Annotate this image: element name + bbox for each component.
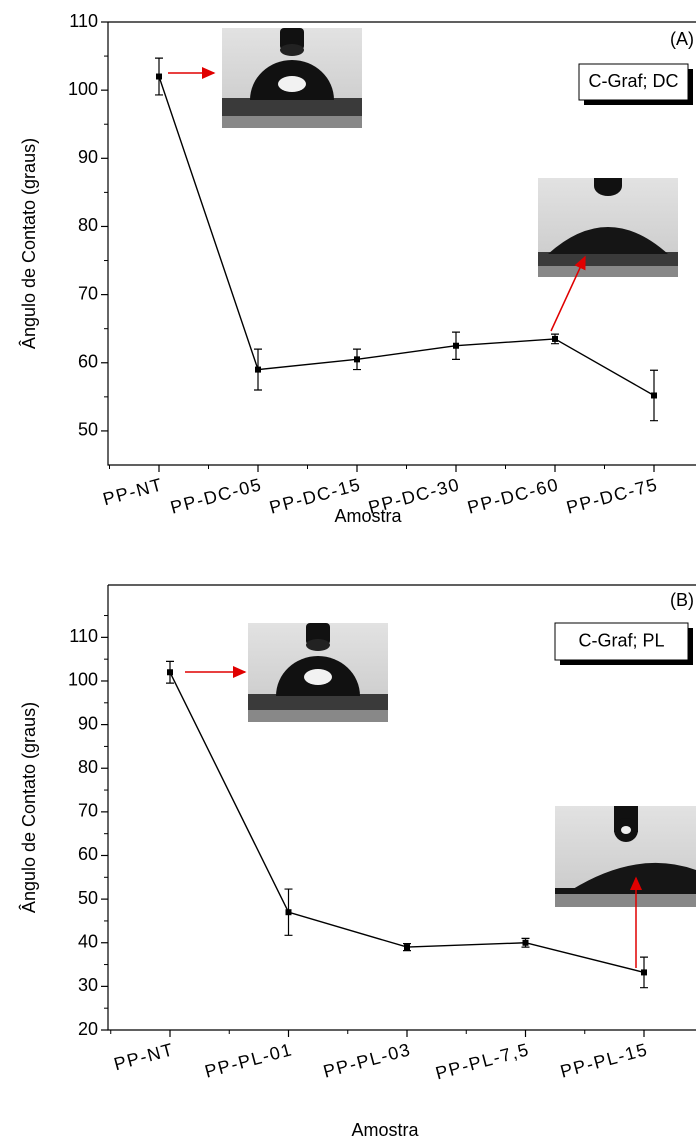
- y-tick-label: 90: [78, 713, 98, 733]
- panel-label: (B): [670, 590, 694, 610]
- y-tick-label: 60: [78, 844, 98, 864]
- x-tick-label: PP-DC-05: [168, 474, 264, 518]
- y-tick-label: 60: [78, 352, 98, 372]
- x-tick-label: PP-DC-60: [465, 474, 561, 518]
- y-tick-label: 110: [69, 626, 98, 646]
- axis-frame: [107, 21, 696, 466]
- x-tick-label: PP-PL-01: [203, 1039, 295, 1082]
- data-point: [641, 969, 647, 976]
- x-axis-label: Amostra: [351, 1120, 419, 1140]
- y-tick-label: 80: [78, 757, 98, 777]
- data-point: [453, 342, 459, 349]
- data-point: [522, 939, 529, 946]
- data-point: [404, 944, 410, 951]
- y-tick-label: 70: [78, 283, 98, 303]
- data-point: [354, 356, 360, 363]
- data-point: [167, 669, 173, 676]
- inset-image: [538, 178, 678, 277]
- inset-image: [248, 623, 388, 722]
- annotation: C-Graf; PL: [578, 630, 664, 650]
- inset-image: [555, 806, 696, 907]
- arrow: [550, 255, 586, 332]
- y-tick-label: 40: [78, 931, 98, 951]
- data-point: [156, 73, 162, 80]
- y-tick-label: 30: [78, 975, 98, 995]
- y-axis-label: Ângulo de Contato (graus): [19, 138, 39, 349]
- annotation-box: [578, 63, 689, 101]
- x-tick-label: PP-NT: [112, 1039, 177, 1074]
- y-tick-label: 50: [78, 888, 98, 908]
- x-tick-label: PP-PL-15: [558, 1039, 650, 1082]
- annotation-box: [554, 622, 689, 661]
- annotation: C-Graf; DC: [589, 71, 679, 91]
- y-tick-label: 90: [78, 147, 98, 167]
- y-tick-label: 80: [78, 215, 98, 235]
- y-axis-label: Ângulo de Contato (graus): [19, 702, 39, 913]
- x-tick-label: PP-NT: [101, 474, 166, 509]
- series-line: [158, 76, 655, 397]
- data-point: [285, 909, 292, 916]
- data-point: [255, 366, 261, 373]
- data-point: [552, 335, 558, 342]
- y-tick-label: 70: [78, 801, 98, 821]
- panel-label: (A): [670, 29, 694, 49]
- y-tick-label: 100: [68, 670, 98, 690]
- x-axis-label: Amostra: [334, 506, 402, 526]
- x-tick-label: PP-DC-75: [564, 474, 660, 518]
- inset-image: [222, 28, 362, 128]
- y-tick-label: 20: [78, 1019, 98, 1039]
- y-tick-label: 100: [68, 79, 98, 99]
- y-tick-label: 110: [69, 11, 98, 31]
- x-tick-label: PP-PL-03: [321, 1039, 413, 1082]
- x-tick-label: PP-PL-7,5: [433, 1039, 531, 1083]
- data-point: [651, 392, 657, 399]
- y-tick-label: 50: [78, 420, 98, 440]
